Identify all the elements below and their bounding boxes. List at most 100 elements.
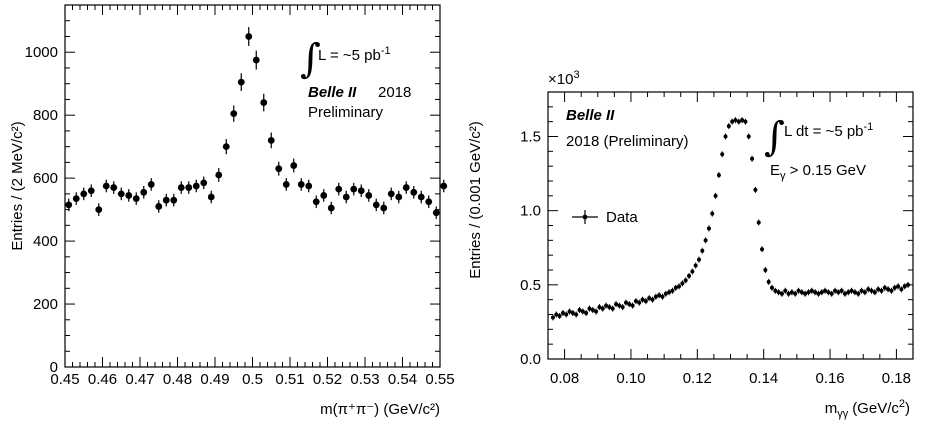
left-data-point [132,192,140,205]
right-marker [809,288,814,293]
right-data-point [769,284,774,291]
right-marker [643,299,648,304]
right-marker [882,285,887,290]
right-data-point [746,133,751,140]
right-marker [879,288,884,293]
right-marker [620,305,625,310]
left-y-tick-label: 400 [33,233,58,250]
right-data-point [882,284,887,291]
right-marker [766,279,771,284]
left-x-tick-label: 0.48 [163,371,192,388]
left-data-point [230,105,238,122]
right-marker [869,288,874,293]
left-data-point [65,198,73,212]
left-x-axis-label: m(π⁺π⁻) (GeV/c²) [320,401,440,418]
right-data-point [846,289,851,296]
right-marker [700,248,705,253]
right-marker [736,119,741,124]
left-y-tick-label: 200 [33,296,58,313]
left-x-tick-label: 0.53 [350,371,379,388]
left-data-point [395,190,403,204]
left-x-tick-label: 0.46 [88,371,117,388]
left-data-point [125,189,133,202]
left-y-tick-label: 1000 [25,44,58,61]
left-x-tick-label: 0.45 [50,371,79,388]
left-data-point [177,181,185,194]
right-data-point [667,289,672,296]
right-marker [726,124,731,129]
right-marker [557,313,562,318]
right-x-tick-label: 0.16 [815,370,844,387]
right-marker [706,226,711,231]
right-data-point [687,272,692,279]
left-marker [387,190,395,198]
right-data-point [879,287,884,294]
right-data-point [670,287,675,294]
right-data-point [776,289,781,296]
right-data-point [872,289,877,296]
left-marker [320,192,328,199]
right-marker [710,211,715,216]
right-marker [896,284,901,289]
left-marker [222,143,230,151]
right-marker [846,290,851,295]
right-x-tick-label: 0.12 [683,370,712,387]
left-year-label: 2018 [378,84,411,101]
left-y-tick-label: 600 [33,170,58,187]
right-data-point [620,304,625,311]
right-data-points [550,117,911,321]
right-marker [723,134,728,139]
right-data-point [819,289,824,296]
right-data-point [859,287,864,294]
right-data-point [557,312,562,319]
left-data-point [440,179,448,193]
right-marker [633,299,638,304]
right-marker [889,288,894,293]
right-data-point [630,302,635,309]
right-data-point [786,290,791,297]
right-marker [687,273,692,278]
right-data-point [813,289,818,296]
right-data-point [862,289,867,296]
left-data-point [432,206,440,220]
right-data-point [597,304,602,311]
right-marker [886,287,891,292]
right-marker [567,309,572,314]
right-data-point [594,308,599,315]
right-data-point [740,117,745,124]
right-marker [730,119,735,124]
right-data-point [756,219,761,226]
left-data-point [372,198,380,212]
left-marker [192,182,200,190]
right-y-axis-label: Entries / (0.001 GeV/c²) [467,121,484,279]
right-marker [623,300,628,305]
right-data-point [849,287,854,294]
right-marker [584,311,589,316]
right-data-point [693,262,698,269]
right-marker [716,173,721,178]
right-data-point [829,290,834,297]
right-tick-labels: 0.08 0.10 0.12 0.14 0.16 0.18 0.0 0.5 1.0 1.5 [520,129,911,388]
right-data-point [806,289,811,296]
left-data-point [170,193,178,207]
right-data-point [736,118,741,125]
right-data-point [809,287,814,294]
right-x-tick-label: 0.08 [550,370,579,387]
right-data-point [650,296,655,303]
left-marker [132,195,140,202]
left-marker [230,110,238,117]
left-marker [402,184,410,191]
left-data-point [312,195,320,209]
right-marker [600,306,605,311]
right-marker [806,290,811,295]
right-marker [627,302,632,307]
right-marker [852,290,857,295]
right-data-point [554,311,559,318]
right-marker [872,290,877,295]
right-data-point [723,133,728,140]
right-data-point [647,295,652,302]
right-panel: 0.08 0.10 0.12 0.14 0.16 0.18 0.0 0.5 1.0 1.5 ×10… [467,69,914,420]
left-y-tick-label: 800 [33,107,58,124]
right-marker [680,281,685,286]
